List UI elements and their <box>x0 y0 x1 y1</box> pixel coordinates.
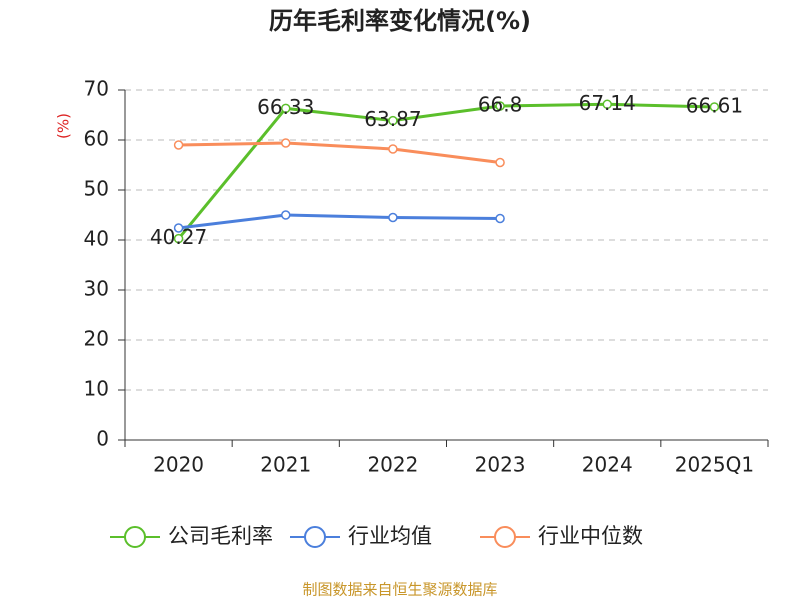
series-line <box>177 102 715 240</box>
chart-title: 历年毛利率变化情况(%) <box>269 7 531 35</box>
point <box>173 223 184 233</box>
point <box>495 157 505 168</box>
point <box>709 102 720 112</box>
point <box>602 99 612 110</box>
y-tick-label: 60 <box>84 127 109 151</box>
y-axis-label: (%) <box>55 113 73 139</box>
legend-marker <box>494 526 516 548</box>
x-tick-label: 2020 <box>153 453 204 477</box>
data-label: 66.61 <box>686 93 743 117</box>
point <box>173 233 184 244</box>
y-tick-label: 10 <box>84 377 109 401</box>
y-tick-label: 0 <box>96 427 109 451</box>
point <box>388 144 398 154</box>
legend-label: 行业中位数 <box>538 524 643 548</box>
data-label: 40.27 <box>150 225 207 249</box>
x-tick-label: 2023 <box>475 453 526 477</box>
data-label: 66.33 <box>257 95 314 119</box>
y-tick-label: 20 <box>84 327 109 351</box>
data-label: 67.14 <box>579 91 636 115</box>
source-note: 制图数据来自恒生聚源数据库 <box>302 581 497 599</box>
legend-label: 行业均值 <box>348 524 432 548</box>
series-line <box>178 141 501 164</box>
x-tick-label: 2024 <box>582 453 633 477</box>
legend-label: 公司毛利率 <box>168 524 273 548</box>
data-label: 66.8 <box>478 93 523 117</box>
point <box>388 212 398 223</box>
point <box>173 140 184 150</box>
point <box>495 101 505 111</box>
point <box>388 115 398 126</box>
data-label: 63.87 <box>364 107 421 131</box>
point <box>281 138 291 148</box>
x-tick-label: 2025Q1 <box>675 453 754 477</box>
series-line <box>178 213 501 230</box>
x-tick-label: 2022 <box>367 453 418 477</box>
legend-marker <box>304 526 326 548</box>
point <box>281 210 291 220</box>
y-tick-label: 40 <box>84 227 109 251</box>
y-tick-label: 30 <box>84 277 109 301</box>
point <box>281 103 291 114</box>
legend-marker <box>124 526 146 548</box>
y-tick-label: 50 <box>84 177 109 201</box>
y-tick-label: 70 <box>84 77 109 101</box>
point <box>495 213 505 224</box>
x-tick-label: 2021 <box>260 453 311 477</box>
